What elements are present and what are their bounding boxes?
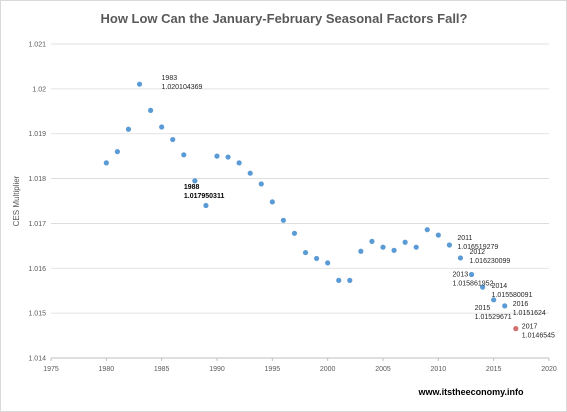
annotation-year: 2013 [453, 271, 469, 278]
data-point [347, 277, 353, 283]
data-point [391, 247, 397, 253]
data-point [214, 153, 220, 159]
data-point [480, 284, 486, 290]
x-tick-label: 1975 [43, 366, 59, 373]
y-tick-label: 1.014 [28, 356, 46, 363]
data-point [148, 107, 154, 113]
y-tick-label: 1.017 [28, 221, 46, 228]
y-tick-label: 1.016 [28, 266, 46, 273]
chart-title: How Low Can the January-February Seasona… [101, 11, 468, 26]
data-point [468, 271, 475, 278]
y-axis-label: CES Multiplier [12, 175, 21, 226]
annotation-year: 1983 [162, 75, 178, 82]
data-point [136, 81, 143, 87]
annotation-year: 2017 [522, 324, 538, 331]
annotation-year: 2011 [457, 235, 472, 242]
data-point [114, 149, 120, 155]
data-point [380, 244, 386, 250]
y-tick-label: 1.02 [32, 86, 46, 93]
x-tick-label: 2015 [486, 366, 502, 373]
data-point [247, 170, 253, 176]
point-annotation: 2015 1.01529671 [475, 305, 512, 321]
x-tick-label: 2005 [375, 366, 391, 373]
x-tick-label: 1985 [154, 366, 170, 373]
y-tick-label: 1.019 [28, 131, 46, 138]
data-point [325, 260, 331, 266]
annotation-value: 1.020104369 [162, 84, 203, 91]
annotation-year: 2014 [492, 283, 508, 290]
annotation-value: 1.016230099 [469, 258, 510, 265]
data-point [424, 227, 430, 233]
data-point [170, 136, 176, 143]
point-annotation: 1988 1.017950311 [184, 184, 225, 200]
annotation-value: 1.0151624 [513, 310, 546, 317]
data-point [502, 303, 508, 309]
annotation-value: 1.016519279 [457, 244, 498, 251]
axes: 1.014 1.015 1.016 1.017 1.018 1.019 1.02 1.021 1… [28, 42, 556, 374]
point-annotation: 2011 1.016519279 [457, 235, 498, 251]
point-annotation: 2016 1.0151624 [513, 301, 546, 317]
y-tick-label: 1.021 [28, 42, 46, 49]
annotation-value: 1.017950311 [184, 193, 225, 200]
annotation-value: 1.015580091 [492, 292, 533, 299]
data-point [269, 199, 275, 205]
y-tick-label: 1.015 [28, 311, 46, 318]
data-point [302, 249, 309, 256]
data-point [103, 160, 109, 166]
data-point [203, 202, 209, 209]
gridlines [51, 43, 549, 314]
data-point [181, 152, 187, 158]
annotation-year: 2015 [475, 305, 491, 312]
point-annotation: 2013 1.015861952 [453, 271, 494, 287]
data-point [369, 238, 375, 244]
data-point [402, 239, 408, 245]
point-annotation: 2012 1.016230099 [469, 249, 510, 265]
point-annotation: 2017 1.0146545 [522, 324, 555, 340]
annotation-value: 1.015861952 [453, 280, 494, 287]
point-annotation: 2014 1.015580091 [492, 283, 533, 299]
y-tick-label: 1.018 [28, 176, 46, 183]
annotation-value: 1.0146545 [522, 333, 555, 340]
highlight-data-point [513, 326, 519, 332]
data-point [258, 181, 264, 187]
annotation-year: 2016 [513, 301, 529, 308]
data-point [457, 255, 464, 261]
annotation-year: 1988 [184, 184, 200, 191]
data-point [358, 248, 364, 254]
data-points [103, 81, 519, 332]
x-tick-label: 1990 [209, 366, 225, 373]
x-tick-label: 2010 [431, 366, 447, 373]
data-point [159, 124, 165, 130]
x-tick-label: 2000 [320, 366, 336, 373]
data-point [236, 160, 242, 166]
data-point [192, 178, 198, 184]
data-point [280, 217, 286, 223]
annotations: 1983 1.020104369 1988 1.017950311 2011 1.0165… [162, 75, 555, 339]
x-tick-label: 2020 [541, 366, 557, 373]
data-point [336, 277, 342, 283]
x-tick-label: 1980 [99, 366, 115, 373]
data-point [125, 126, 132, 132]
data-point [491, 297, 497, 303]
annotation-year: 2012 [469, 249, 485, 256]
data-point [225, 154, 231, 160]
data-point [413, 244, 419, 250]
point-annotation: 1983 1.020104369 [162, 75, 203, 91]
source-url: www.itstheeconomy.info [417, 387, 524, 397]
x-tick-label: 1995 [265, 366, 281, 373]
data-point [446, 242, 452, 248]
data-point [435, 232, 441, 238]
annotation-value: 1.01529671 [475, 314, 512, 321]
data-point [314, 255, 320, 262]
data-point [291, 230, 298, 236]
